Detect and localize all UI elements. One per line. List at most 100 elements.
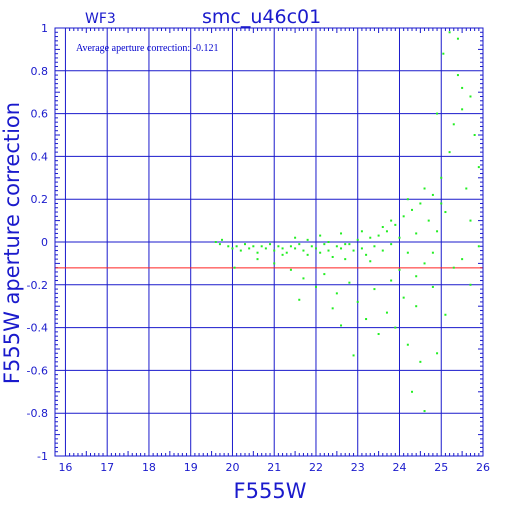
y-tick-labels: 1 0.8 0.6 0.4 0.2 0 -0.2 -0.4 -0.6 -0.8 -1 (27, 22, 48, 463)
y-tick-label: 0 (41, 236, 48, 249)
data-point (377, 234, 380, 237)
data-point (239, 249, 242, 252)
x-tick-label: 24 (392, 461, 406, 474)
data-point (461, 258, 464, 261)
data-point (411, 390, 414, 393)
data-point (431, 193, 434, 196)
data-point (256, 258, 259, 261)
data-point (365, 253, 368, 256)
data-point (273, 262, 276, 265)
data-point (406, 198, 409, 201)
data-point (398, 236, 401, 239)
data-point (436, 230, 439, 233)
data-point (273, 249, 276, 252)
data-point (344, 258, 347, 261)
data-point (415, 305, 418, 308)
data-point (415, 232, 418, 235)
y-tick-label: 0.8 (31, 65, 49, 78)
data-point (469, 95, 472, 98)
data-point (360, 247, 363, 250)
x-tick-label: 23 (351, 461, 365, 474)
data-point (323, 243, 326, 246)
y-tick-label: 0.2 (31, 193, 49, 206)
y-tick-label: -0.8 (27, 407, 48, 420)
data-point (289, 245, 292, 248)
data-point (340, 324, 343, 327)
data-point (402, 215, 405, 218)
data-point (294, 236, 297, 239)
data-point (331, 255, 334, 258)
data-point (442, 52, 445, 55)
x-tick-label: 26 (476, 461, 490, 474)
data-point (214, 241, 217, 243)
data-point (423, 410, 426, 413)
data-point (469, 219, 472, 222)
y-tick-label: -1 (37, 450, 48, 463)
x-tick-label: 18 (142, 461, 156, 474)
data-point (377, 333, 380, 336)
data-point (277, 245, 280, 248)
data-point (427, 219, 430, 222)
x-tick-labels: 16 17 18 19 20 21 22 23 24 25 26 (58, 461, 490, 474)
x-tick-label: 22 (309, 461, 323, 474)
data-point (394, 326, 397, 329)
data-point (285, 251, 288, 254)
data-point (461, 108, 464, 111)
data-point (365, 318, 368, 321)
data-point (469, 283, 472, 286)
data-point (314, 285, 317, 288)
data-point (340, 232, 343, 235)
data-point (406, 343, 409, 346)
data-point (406, 251, 409, 254)
data-point (348, 243, 351, 246)
data-point (323, 273, 326, 276)
data-point (390, 219, 393, 222)
x-tick-label: 25 (434, 461, 448, 474)
data-point (335, 292, 338, 295)
y-tick-label: 0.4 (31, 150, 49, 163)
data-point (381, 226, 384, 229)
data-point (335, 245, 338, 248)
data-point (248, 247, 251, 250)
data-point (310, 245, 313, 248)
data-point (243, 243, 246, 246)
data-point (281, 247, 284, 250)
data-point (473, 134, 476, 136)
data-point (356, 238, 359, 241)
average-annotation: Average aperture correction: -0.121 (76, 43, 219, 54)
y-tick-label: 0.6 (31, 108, 49, 121)
data-point (256, 251, 259, 254)
data-point (461, 86, 464, 89)
data-point (385, 311, 388, 314)
data-point (252, 245, 255, 248)
data-point (452, 123, 455, 126)
x-axis-title: F555W (234, 479, 307, 503)
plot-frame (54, 27, 484, 457)
data-point (419, 202, 422, 205)
data-point (231, 247, 234, 250)
data-point (235, 245, 238, 248)
data-point (456, 74, 459, 77)
y-axis-title: F555W aperture correction (0, 102, 24, 384)
data-point (448, 31, 451, 34)
data-point (302, 277, 305, 280)
data-point (394, 223, 397, 226)
data-point (306, 238, 309, 241)
x-tick-label: 21 (267, 461, 281, 474)
data-point (344, 243, 347, 246)
data-point (423, 262, 426, 265)
data-point (233, 266, 236, 269)
data-point (340, 247, 343, 250)
data-point (302, 249, 305, 252)
data-point (402, 296, 405, 299)
data-point (227, 245, 230, 248)
data-point (331, 307, 334, 310)
data-point (218, 243, 221, 246)
data-point (452, 266, 455, 269)
x-tick-label: 19 (184, 461, 198, 474)
data-point (373, 288, 376, 291)
data-point (436, 352, 439, 355)
data-point (319, 234, 322, 237)
data-point (327, 241, 330, 243)
data-point (456, 37, 459, 40)
